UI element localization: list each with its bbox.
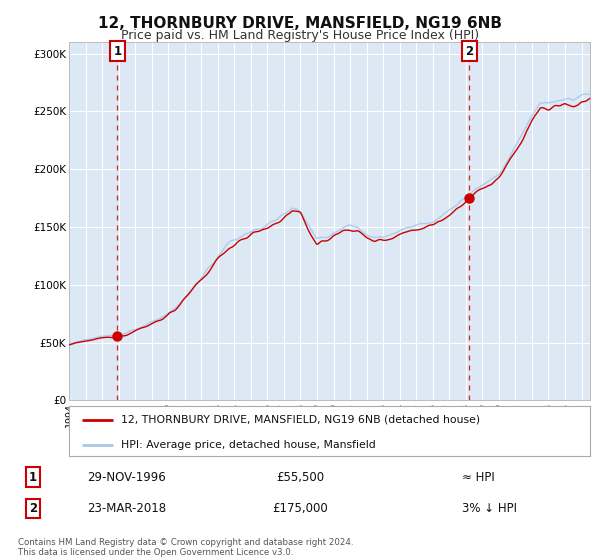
- Text: 12, THORNBURY DRIVE, MANSFIELD, NG19 6NB (detached house): 12, THORNBURY DRIVE, MANSFIELD, NG19 6NB…: [121, 414, 480, 424]
- Text: ≈ HPI: ≈ HPI: [462, 470, 495, 484]
- Text: 3% ↓ HPI: 3% ↓ HPI: [462, 502, 517, 515]
- Text: 2: 2: [466, 45, 473, 58]
- Text: 1: 1: [29, 470, 37, 484]
- Text: £55,500: £55,500: [276, 470, 324, 484]
- Text: 23-MAR-2018: 23-MAR-2018: [87, 502, 166, 515]
- Text: 1: 1: [113, 45, 121, 58]
- Text: Price paid vs. HM Land Registry's House Price Index (HPI): Price paid vs. HM Land Registry's House …: [121, 29, 479, 42]
- Text: 2: 2: [29, 502, 37, 515]
- Text: This data is licensed under the Open Government Licence v3.0.: This data is licensed under the Open Gov…: [18, 548, 293, 557]
- Text: 12, THORNBURY DRIVE, MANSFIELD, NG19 6NB: 12, THORNBURY DRIVE, MANSFIELD, NG19 6NB: [98, 16, 502, 31]
- Text: £175,000: £175,000: [272, 502, 328, 515]
- Text: Contains HM Land Registry data © Crown copyright and database right 2024.: Contains HM Land Registry data © Crown c…: [18, 538, 353, 547]
- Text: HPI: Average price, detached house, Mansfield: HPI: Average price, detached house, Mans…: [121, 440, 376, 450]
- Text: 29-NOV-1996: 29-NOV-1996: [87, 470, 166, 484]
